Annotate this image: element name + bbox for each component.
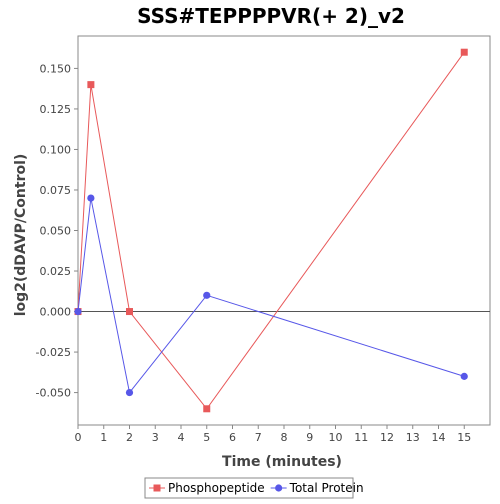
y-axis-title: log2(dDAVP/Control) [13,154,29,317]
x-tick-label: 7 [255,431,262,444]
x-tick-label: 9 [306,431,313,444]
y-tick-label: 0.125 [40,103,72,116]
x-tick-label: 6 [229,431,236,444]
x-tick-label: 3 [152,431,159,444]
x-tick-label: 14 [432,431,446,444]
series-2 [74,194,468,397]
plot-area [77,35,491,426]
series-layer [74,48,468,413]
y-tick-label: 0.150 [40,62,72,75]
x-tick-label: 1 [100,431,107,444]
data-point [203,291,211,299]
y-tick-label: 0.100 [40,143,72,156]
data-point [203,405,211,413]
y-tick-label: -0.025 [36,346,71,359]
x-tick-label: 10 [329,431,343,444]
x-tick-label: 2 [126,431,133,444]
x-tick-label: 11 [354,431,368,444]
y-tick-label: 0.000 [40,306,72,319]
legend-box [144,477,354,499]
x-tick-label: 12 [380,431,394,444]
legend-marker [275,484,283,492]
legend-marker [153,484,161,492]
x-tick-label: 0 [75,431,82,444]
axes: -0.050 -0.025 0.000 0.025 0.050 0.075 0.100 0.1… [36,62,490,444]
data-point [74,307,82,316]
data-point [87,194,95,202]
legend-label: Phosphopeptide [168,481,265,495]
x-tick-label: 4 [178,431,185,444]
legend: Phosphopeptide Total Protein [144,477,364,499]
x-tick-label: 15 [457,431,471,444]
legend-item-2: Total Protein [270,481,364,495]
x-tick-label: 5 [203,431,210,444]
y-tick-label: 0.075 [40,184,72,197]
y-tick-label: -0.050 [36,387,71,400]
x-tick-label: 13 [406,431,420,444]
data-point [125,388,134,397]
x-tick-label: 8 [281,431,288,444]
legend-label: Total Protein [289,481,364,495]
data-point [87,81,95,89]
data-point [460,372,468,380]
chart-title: SSS#TEPPPPVR(+ 2)_v2 [137,4,405,28]
legend-item-1: Phosphopeptide [149,481,265,495]
data-point [126,308,133,316]
y-tick-label: 0.025 [40,265,72,278]
data-point [460,48,468,56]
y-tick-label: 0.050 [40,225,72,238]
x-axis-title: Time (minutes) [222,454,342,470]
